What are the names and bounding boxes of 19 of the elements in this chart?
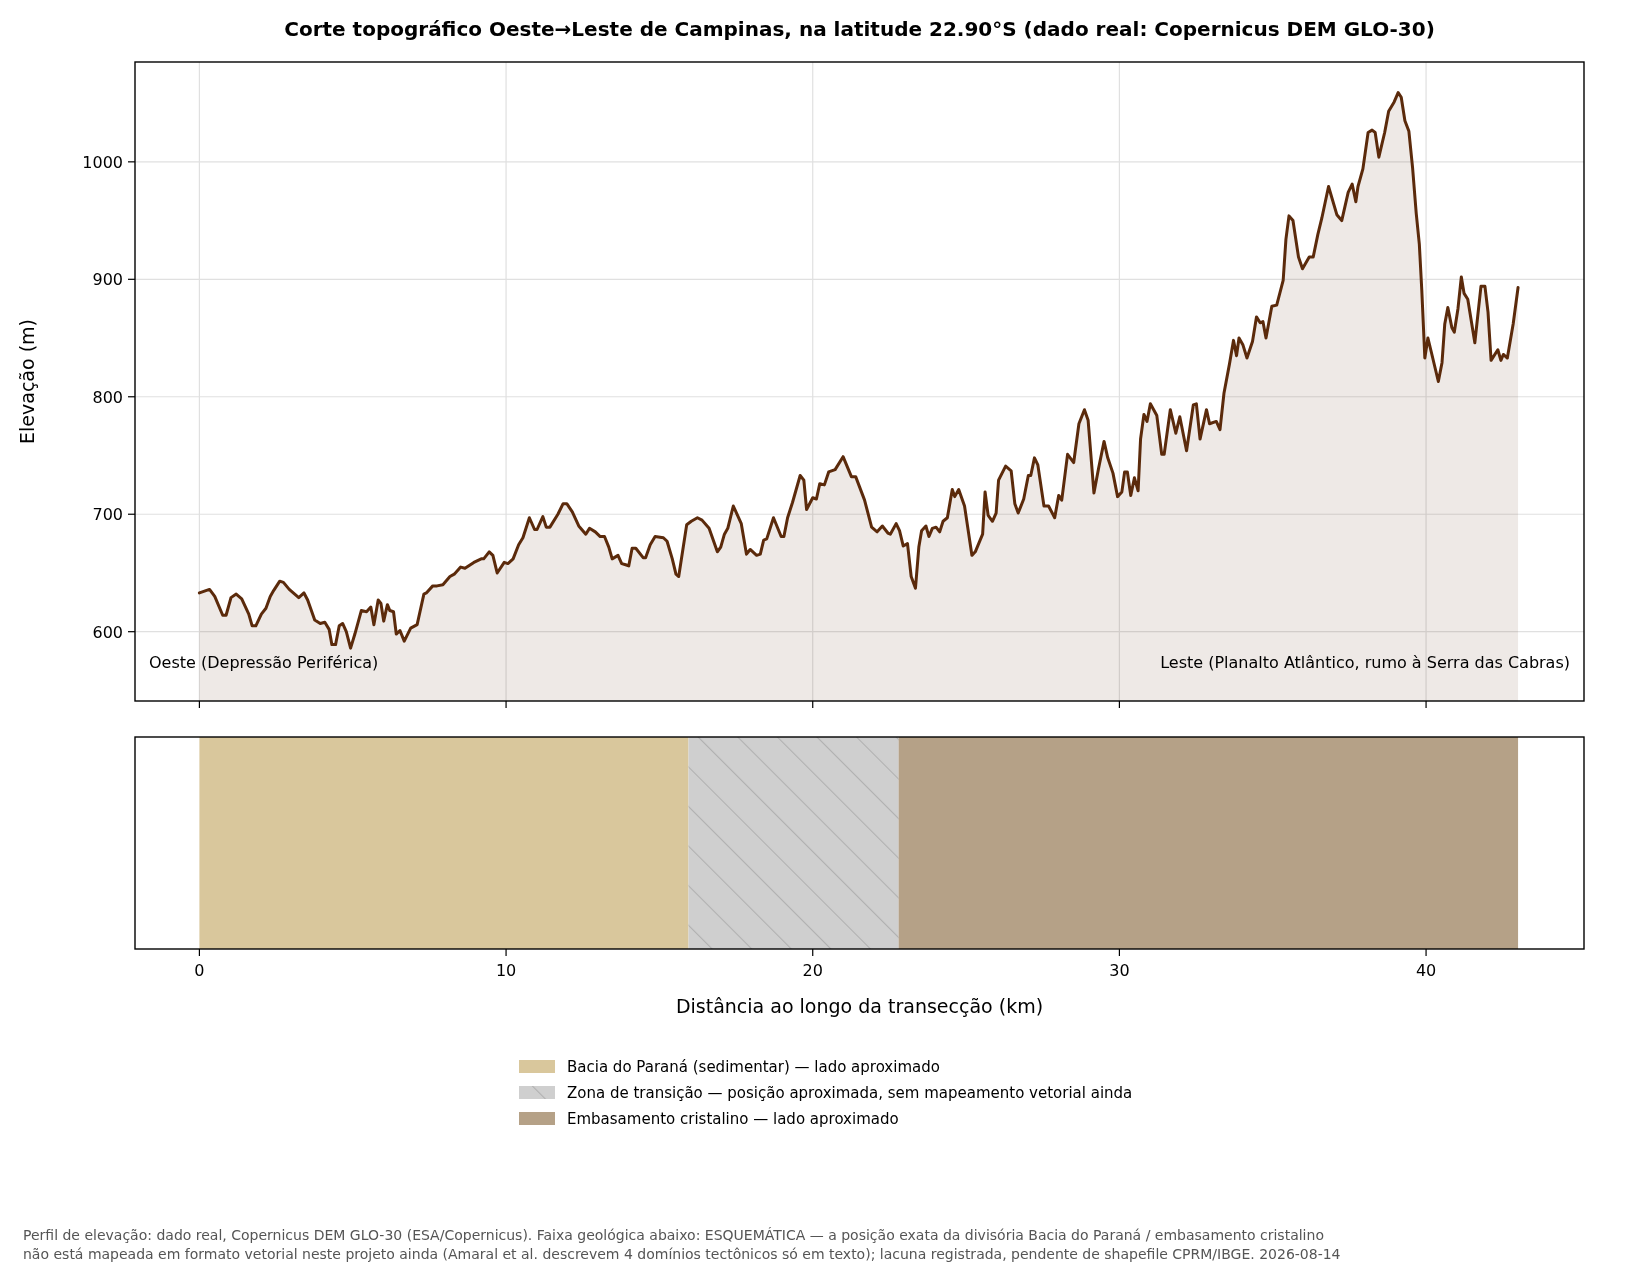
x-tick-label: 40	[1415, 961, 1437, 980]
legend-label: Zona de transição — posição aproximada, sem mapeamento vetorial ainda	[567, 1084, 1133, 1102]
x-tick-label: 10	[495, 961, 517, 980]
annotation: Oeste (Depressão Periférica)	[149, 653, 379, 672]
y-tick-label: 800	[92, 387, 123, 407]
y-tick-label: 900	[92, 270, 123, 290]
legend-label: Bacia do Paraná (sedimentar) — lado aproximado	[567, 1058, 940, 1076]
legend-label: Embasamento cristalino — lado aproximado	[567, 1110, 899, 1128]
x-tick-label: 30	[1109, 961, 1130, 980]
x-tick-label: 20	[802, 961, 823, 980]
y-tick-label: 700	[92, 505, 123, 525]
x-axis-title: Distância ao longo da transecção (km)	[675, 995, 1044, 1017]
y-axis-title: Elevação (m)	[16, 319, 38, 444]
y-tick-label: 600	[92, 622, 123, 642]
y-tick-label: 1000	[82, 152, 123, 172]
text: Perfil de elevação: dado real, Copernicus DEM GLO-30 (ESA/Copernicus). Faixa geológica abaixo: ESQUEMÁTICA — a posição exata da divisória Bacia do Paraná / embasamento cristalino não está mapeada em formato vetorial neste projeto ainda (Amaral et al. descrevem 4 domínios tectônicos só em texto); lacuna registrada, pendente de shapefile CPRM/IBGE. 2026-08-14	[23, 1227, 1341, 1262]
x-tick-label: 0	[194, 961, 205, 980]
chart-title: Corte topográfico Oeste→Leste de Campinas, na latitude 22.90°S (dado real: Copernicus DEM GLO-30)	[284, 17, 1435, 41]
annotation: Leste (Planalto Atlântico, rumo à Serra das Cabras)	[1160, 653, 1570, 672]
